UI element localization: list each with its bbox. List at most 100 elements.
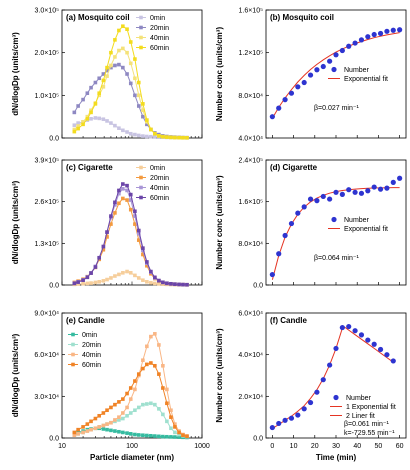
data-point <box>358 190 365 196</box>
x-tick-label: 10 <box>290 443 298 450</box>
data-point <box>133 408 137 413</box>
data-point <box>371 31 377 38</box>
data-point <box>295 412 301 418</box>
data-point <box>333 345 339 352</box>
data-point <box>109 50 113 55</box>
data-point <box>185 434 189 439</box>
data-point <box>149 269 153 274</box>
legend-label: Number <box>344 217 370 224</box>
data-point <box>109 121 113 125</box>
data-point <box>121 182 125 186</box>
data-point <box>149 433 153 438</box>
data-point <box>128 207 133 212</box>
panel-b: 4.0×10⁴ 8.0×10⁴ 1.2×10⁵ 1.6×10⁵ Number conc … <box>215 8 407 143</box>
data-point <box>295 84 301 90</box>
data-point <box>113 274 117 278</box>
data-point <box>117 272 121 277</box>
data-point <box>157 434 161 439</box>
data-point <box>85 275 90 280</box>
data-point <box>169 281 173 286</box>
data-point <box>136 80 141 85</box>
legend-swatch-marker <box>331 66 337 73</box>
data-point <box>136 276 141 280</box>
data-point <box>141 366 145 371</box>
data-point <box>161 434 165 439</box>
legend-swatch-marker <box>139 15 143 20</box>
data-point <box>153 434 157 438</box>
x-tick-label: 100 <box>126 443 138 450</box>
data-point <box>141 114 145 119</box>
data-point <box>149 401 153 406</box>
series-60min <box>72 24 189 140</box>
data-point <box>358 332 365 338</box>
data-point <box>133 432 137 437</box>
data-point <box>105 427 109 432</box>
data-point <box>97 425 102 429</box>
data-point <box>320 63 326 70</box>
data-point <box>93 265 98 269</box>
data-point <box>72 110 77 115</box>
data-point <box>153 275 157 280</box>
data-point <box>76 432 80 436</box>
data-point <box>81 278 85 282</box>
data-point <box>109 420 113 425</box>
data-point <box>145 263 149 268</box>
data-point <box>133 273 137 278</box>
data-point <box>141 108 145 113</box>
data-point <box>133 132 137 137</box>
y-tick-label: 8.0×10⁴ <box>238 93 263 100</box>
data-point <box>157 278 161 283</box>
data-point <box>149 127 153 132</box>
data-point <box>153 332 157 336</box>
series-line <box>74 188 188 286</box>
data-point <box>105 235 109 239</box>
data-point <box>89 271 93 275</box>
data-point <box>165 419 169 424</box>
data-point <box>165 401 169 406</box>
data-point <box>276 105 282 111</box>
data-point <box>117 429 121 434</box>
data-point <box>173 435 177 439</box>
data-point <box>181 135 185 140</box>
data-point <box>97 116 102 121</box>
data-point <box>128 271 133 275</box>
data-point <box>371 184 377 190</box>
y-tick-label: 4.0×10⁴ <box>238 352 263 359</box>
data-point <box>173 430 177 435</box>
y-tick-label: 0.0 <box>49 436 59 443</box>
data-point <box>113 203 117 207</box>
data-point <box>136 93 141 98</box>
panel-title: (f) Candle <box>270 316 307 325</box>
data-point <box>169 135 173 140</box>
data-point <box>161 134 165 139</box>
data-point <box>105 277 109 282</box>
data-point <box>128 40 133 44</box>
data-point <box>85 117 90 121</box>
data-point <box>136 433 141 437</box>
y-tick-label: 3.0×10⁴ <box>34 394 59 401</box>
data-point <box>125 183 129 188</box>
data-point <box>117 418 121 422</box>
data-point <box>141 278 145 282</box>
data-point <box>157 282 161 286</box>
series-60min <box>72 361 189 439</box>
data-point <box>141 402 145 407</box>
data-point <box>141 134 145 138</box>
data-point <box>145 122 149 127</box>
data-point <box>105 74 109 78</box>
data-point <box>113 402 117 407</box>
y-axis-label: Number conc (units/cm³) <box>215 27 224 122</box>
data-point <box>161 386 165 390</box>
data-point <box>141 248 145 253</box>
panel-f: 0.0 2.0×10⁴ 4.0×10⁴ 6.0×10⁴ 0 10 20 30 40 50 60 Tim… <box>215 311 407 462</box>
panel-e: 0.0 3.0×10⁴ 6.0×10⁴ 9.0×10⁴ 10 100 1000 Particl… <box>11 311 210 463</box>
series-60min <box>72 182 189 287</box>
y-tick-label: 0.0 <box>49 283 59 290</box>
data-point <box>109 63 113 68</box>
data-point <box>125 50 129 55</box>
data-point <box>93 426 98 431</box>
legend-label: Number <box>344 67 370 74</box>
data-point <box>307 196 314 202</box>
y-tick-label: 1.0×10⁵ <box>34 93 59 100</box>
data-point <box>145 279 149 284</box>
